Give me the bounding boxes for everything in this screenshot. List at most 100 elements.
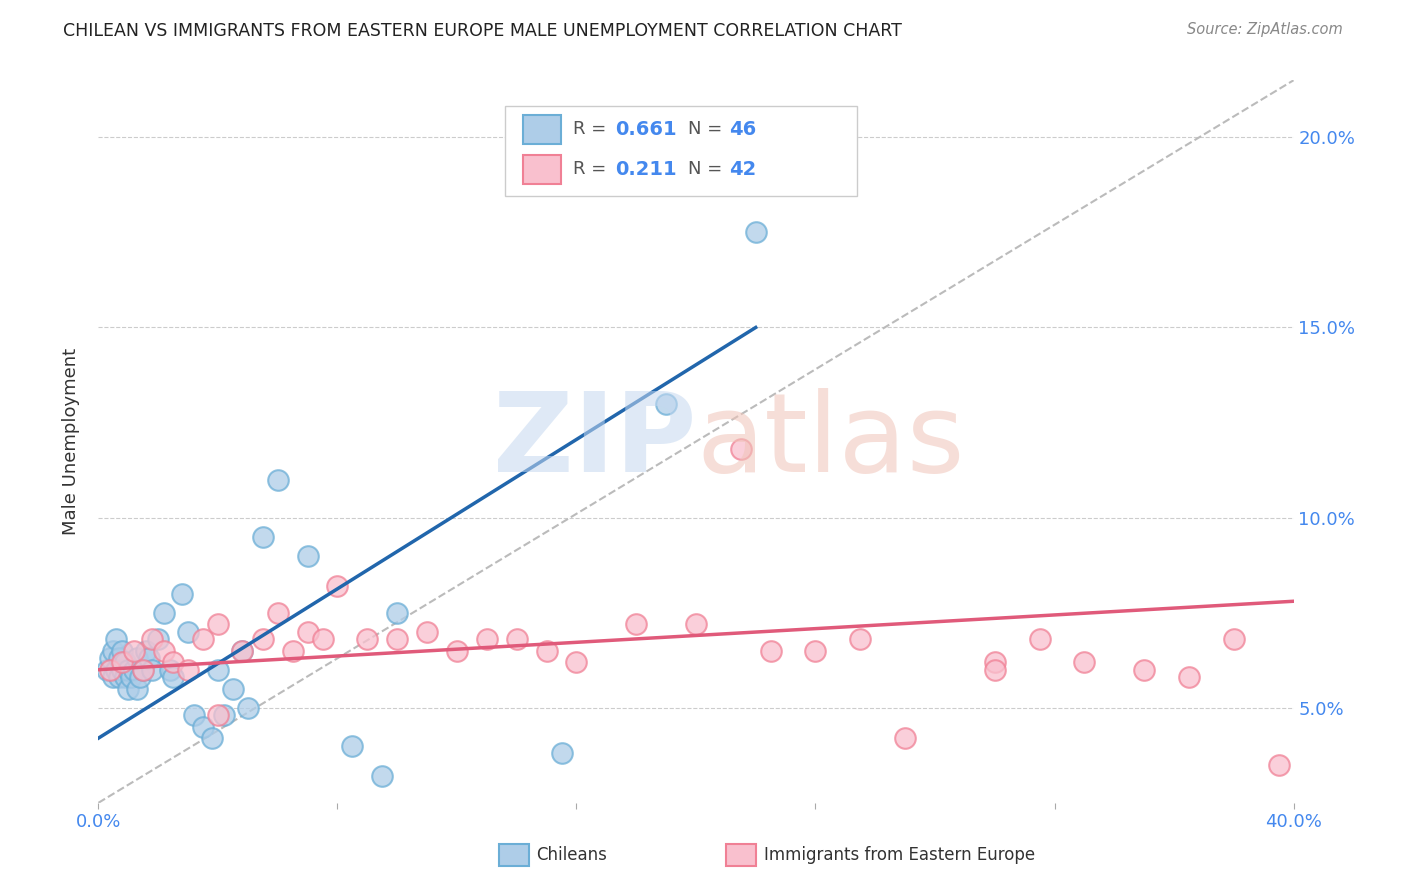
- Point: [120, 670, 142, 684]
- Point: [655, 396, 678, 410]
- Point: [222, 681, 245, 696]
- Point: [111, 655, 134, 669]
- Point: [311, 632, 333, 647]
- Text: Immigrants from Eastern Europe: Immigrants from Eastern Europe: [763, 846, 1035, 863]
- Point: [385, 606, 409, 620]
- Point: [1073, 655, 1095, 669]
- Point: [626, 617, 648, 632]
- Text: Chileans: Chileans: [536, 846, 607, 863]
- Text: N =: N =: [688, 161, 727, 178]
- Point: [129, 670, 152, 684]
- Point: [730, 442, 752, 457]
- Point: [385, 632, 409, 647]
- Point: [191, 632, 214, 647]
- FancyBboxPatch shape: [505, 105, 858, 196]
- Point: [1133, 663, 1156, 677]
- Point: [1028, 632, 1050, 647]
- Point: [685, 617, 707, 632]
- Point: [281, 643, 304, 657]
- Point: [141, 632, 163, 647]
- Point: [162, 655, 184, 669]
- Point: [183, 708, 205, 723]
- FancyBboxPatch shape: [499, 844, 529, 865]
- Point: [96, 663, 118, 677]
- Point: [108, 651, 131, 665]
- Point: [326, 579, 349, 593]
- Point: [114, 670, 136, 684]
- Point: [103, 670, 125, 684]
- Point: [1223, 632, 1246, 647]
- Point: [124, 663, 146, 677]
- Text: 0.211: 0.211: [614, 160, 676, 178]
- Point: [177, 624, 200, 639]
- Point: [565, 655, 588, 669]
- Point: [297, 624, 319, 639]
- Point: [127, 681, 149, 696]
- Point: [1267, 757, 1289, 772]
- Text: 0.661: 0.661: [614, 120, 676, 138]
- Point: [267, 473, 290, 487]
- Point: [153, 643, 176, 657]
- Point: [849, 632, 872, 647]
- Point: [446, 643, 468, 657]
- Point: [191, 720, 214, 734]
- Text: ZIP: ZIP: [492, 388, 696, 495]
- Y-axis label: Male Unemployment: Male Unemployment: [62, 348, 80, 535]
- Point: [124, 643, 146, 657]
- Point: [416, 624, 439, 639]
- Point: [984, 655, 1007, 669]
- Point: [117, 663, 139, 677]
- Point: [111, 663, 134, 677]
- Point: [105, 663, 128, 677]
- Point: [804, 643, 827, 657]
- Point: [105, 632, 128, 647]
- Point: [252, 632, 274, 647]
- Point: [1178, 670, 1201, 684]
- Point: [212, 708, 235, 723]
- Point: [117, 681, 139, 696]
- Text: 42: 42: [730, 160, 756, 178]
- Point: [153, 606, 176, 620]
- Point: [356, 632, 378, 647]
- Point: [267, 606, 290, 620]
- Point: [111, 643, 134, 657]
- Point: [127, 651, 149, 665]
- Point: [138, 651, 160, 665]
- Point: [759, 643, 782, 657]
- Point: [745, 226, 768, 240]
- Point: [231, 643, 253, 657]
- FancyBboxPatch shape: [523, 154, 561, 184]
- Text: 46: 46: [730, 120, 756, 138]
- Text: Source: ZipAtlas.com: Source: ZipAtlas.com: [1187, 22, 1343, 37]
- Point: [114, 655, 136, 669]
- Point: [252, 530, 274, 544]
- Text: R =: R =: [572, 161, 612, 178]
- Point: [98, 663, 122, 677]
- Text: N =: N =: [688, 120, 727, 138]
- Text: atlas: atlas: [696, 388, 965, 495]
- Point: [98, 651, 122, 665]
- Point: [894, 731, 917, 746]
- FancyBboxPatch shape: [523, 114, 561, 144]
- Point: [108, 670, 131, 684]
- Text: R =: R =: [572, 120, 612, 138]
- FancyBboxPatch shape: [725, 844, 756, 865]
- Point: [236, 700, 259, 714]
- Point: [342, 739, 364, 753]
- Point: [103, 643, 125, 657]
- Point: [132, 663, 155, 677]
- Point: [172, 587, 194, 601]
- Point: [984, 663, 1007, 677]
- Point: [506, 632, 529, 647]
- Point: [132, 663, 155, 677]
- Point: [162, 670, 184, 684]
- Point: [231, 643, 253, 657]
- Text: CHILEAN VS IMMIGRANTS FROM EASTERN EUROPE MALE UNEMPLOYMENT CORRELATION CHART: CHILEAN VS IMMIGRANTS FROM EASTERN EUROP…: [63, 22, 903, 40]
- Point: [159, 663, 181, 677]
- Point: [536, 643, 558, 657]
- Point: [177, 663, 200, 677]
- Point: [141, 663, 163, 677]
- Point: [207, 708, 229, 723]
- Point: [207, 617, 229, 632]
- Point: [148, 632, 170, 647]
